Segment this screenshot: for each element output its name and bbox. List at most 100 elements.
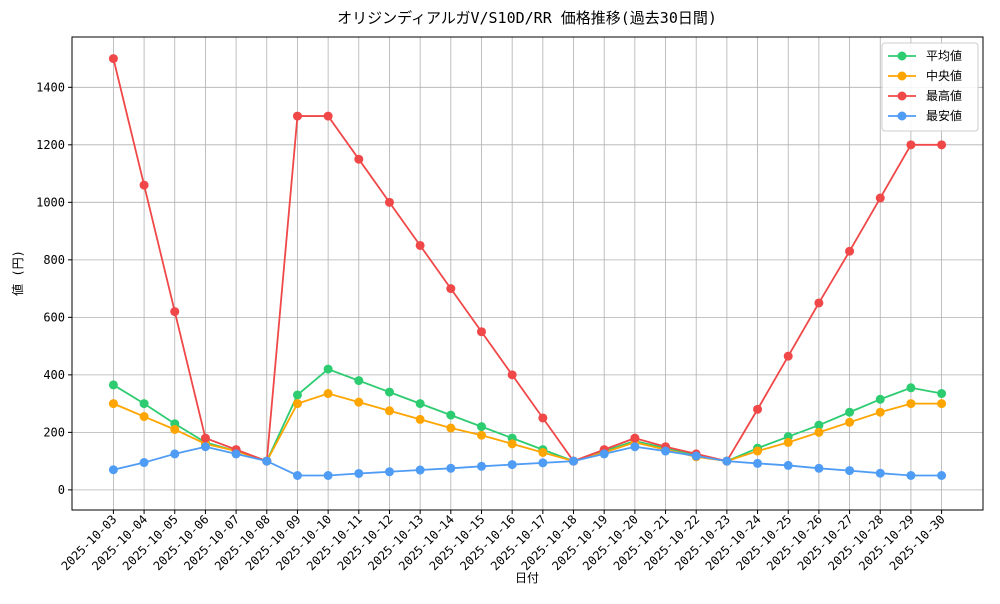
data-point: [292, 470, 302, 480]
data-point: [354, 154, 364, 164]
legend-marker: [897, 111, 907, 121]
data-point: [108, 380, 118, 390]
data-point: [354, 468, 364, 478]
data-point: [446, 423, 456, 433]
data-point: [875, 407, 885, 417]
y-tick-label: 600: [43, 310, 65, 324]
data-point: [783, 437, 793, 447]
data-point: [906, 470, 916, 480]
data-point: [937, 140, 947, 150]
data-point: [814, 420, 824, 430]
data-point: [323, 111, 333, 121]
legend-label: 最安値: [926, 108, 962, 123]
data-point: [538, 458, 548, 468]
data-point: [538, 413, 548, 423]
data-point: [507, 460, 517, 470]
data-point: [354, 376, 364, 386]
data-point: [814, 463, 824, 473]
data-point: [630, 433, 640, 443]
legend-marker: [897, 51, 907, 61]
data-point: [170, 449, 180, 459]
x-axis-label: 日付: [515, 571, 539, 585]
data-point: [599, 449, 609, 459]
data-point: [384, 406, 394, 416]
y-tick-label: 1200: [36, 138, 65, 152]
data-point: [139, 180, 149, 190]
legend-label: 最高値: [926, 88, 962, 103]
data-point: [722, 456, 732, 466]
data-point: [262, 456, 272, 466]
data-point: [170, 424, 180, 434]
data-point: [937, 389, 947, 399]
y-tick-label: 400: [43, 368, 65, 382]
data-point: [108, 465, 118, 475]
data-point: [783, 460, 793, 470]
data-point: [753, 458, 763, 468]
data-point: [446, 463, 456, 473]
data-point: [630, 442, 640, 452]
legend-box: [881, 42, 979, 132]
plot-frame: [71, 36, 984, 511]
data-point: [200, 433, 210, 443]
data-point: [323, 364, 333, 374]
data-point: [384, 197, 394, 207]
y-tick-label: 1400: [36, 80, 65, 94]
chart-title: オリジンディアルガV/S10D/RR 価格推移(過去30日間): [337, 9, 717, 27]
data-point: [323, 470, 333, 480]
data-point: [937, 399, 947, 409]
data-point: [139, 412, 149, 422]
data-point: [845, 246, 855, 256]
data-point: [661, 446, 671, 456]
data-point: [415, 414, 425, 424]
data-point: [476, 430, 486, 440]
data-point: [845, 466, 855, 476]
data-point: [814, 298, 824, 308]
data-point: [906, 140, 916, 150]
data-point: [875, 468, 885, 478]
data-point: [845, 417, 855, 427]
legend-marker: [897, 91, 907, 101]
data-point: [170, 307, 180, 317]
y-tick-label: 0: [58, 483, 65, 497]
data-point: [507, 370, 517, 380]
data-point: [108, 399, 118, 409]
y-axis-label: 値 (円): [10, 250, 25, 296]
data-point: [139, 399, 149, 409]
legend-marker: [897, 71, 907, 81]
data-point: [292, 399, 302, 409]
data-point: [446, 410, 456, 420]
data-point: [753, 404, 763, 414]
data-point: [937, 470, 947, 480]
data-point: [384, 387, 394, 397]
data-point: [323, 389, 333, 399]
data-point: [415, 465, 425, 475]
y-tick-label: 200: [43, 425, 65, 439]
data-point: [415, 240, 425, 250]
data-point: [292, 111, 302, 121]
data-point: [906, 399, 916, 409]
data-point: [476, 327, 486, 337]
legend-label: 平均値: [926, 48, 962, 63]
data-point: [200, 442, 210, 452]
data-point: [292, 390, 302, 400]
data-point: [446, 284, 456, 294]
data-point: [538, 447, 548, 457]
data-point: [814, 427, 824, 437]
data-point: [845, 407, 855, 417]
data-point: [231, 449, 241, 459]
data-point: [569, 456, 579, 466]
data-point: [415, 399, 425, 409]
data-point: [691, 451, 701, 461]
data-point: [476, 422, 486, 432]
data-point: [906, 383, 916, 393]
data-point: [139, 458, 149, 468]
y-tick-label: 800: [43, 253, 65, 267]
y-tick-label: 1000: [36, 195, 65, 209]
data-point: [476, 461, 486, 471]
legend-label: 中央値: [926, 68, 962, 83]
data-point: [108, 54, 118, 64]
data-point: [875, 394, 885, 404]
data-point: [354, 397, 364, 407]
series-line: [112, 58, 942, 463]
